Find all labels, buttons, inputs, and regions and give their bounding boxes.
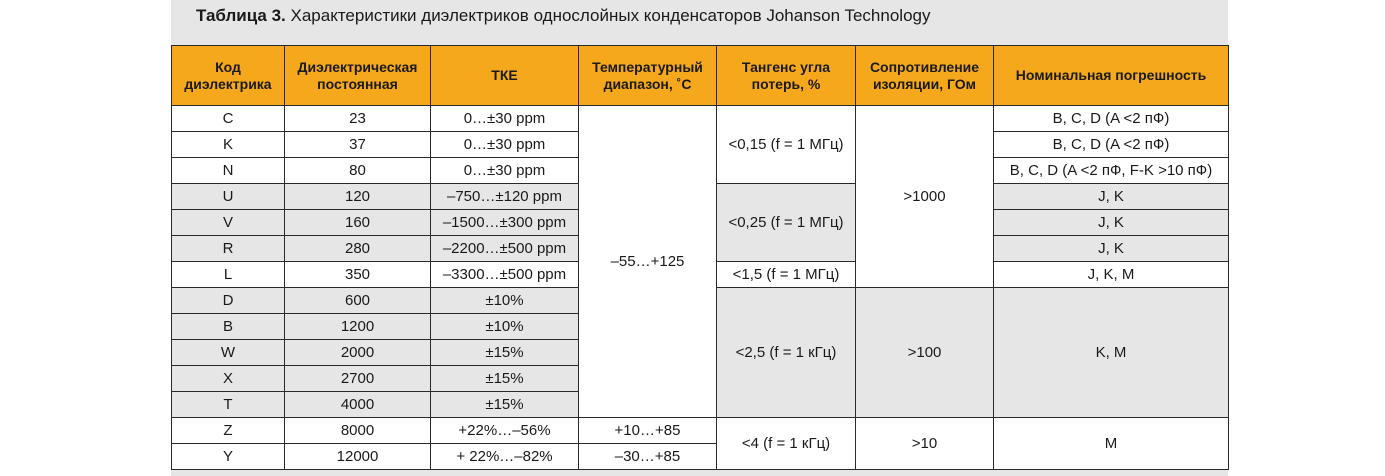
cell-code: V: [171, 209, 285, 236]
table-row: W 2000 ±15%: [171, 339, 1229, 366]
cell-code: L: [171, 261, 285, 288]
header-temp-range: Температурный диапазон, ˚С: [578, 45, 717, 106]
cell-code: U: [171, 183, 285, 210]
table-row: V 160 –1500…±300 ppm J, K: [171, 209, 1229, 236]
cell-tke: 0…±30 ppm: [430, 131, 579, 158]
header-insulation-resistance: Сопротивление изоляции, ГОм: [855, 45, 994, 106]
cell-tolerance: J, K: [993, 183, 1229, 210]
cell-constant: 2000: [284, 339, 431, 366]
table-row: D 600 ±10% <2,5 (f = 1 кГц) >100 K, M: [171, 287, 1229, 418]
cell-tolerance: K, M: [993, 287, 1229, 418]
table-row: U 120 –750…±120 ppm <0,25 (f = 1 МГц) J,…: [171, 183, 1229, 262]
cell-code: D: [171, 287, 285, 314]
cell-constant: 2700: [284, 365, 431, 392]
table-title-text: Характеристики диэлектриков однослойных …: [290, 6, 931, 25]
cell-constant: 80: [284, 157, 431, 184]
cell-temp-range-merged: –55…+125: [578, 105, 717, 418]
cell-code: B: [171, 313, 285, 340]
cell-loss-tangent: <2,5 (f = 1 кГц): [716, 287, 856, 418]
table-row: K 37 0…±30 ppm B, C, D (A <2 пФ): [171, 131, 1229, 158]
table-header-row: Код диэлектрика Диэлектрическая постоянн…: [171, 45, 1229, 106]
cell-insulation-resistance: >100: [855, 287, 994, 418]
table-row: Y 12000 + 22%…–82% –30…+85: [171, 443, 1229, 470]
cell-code: X: [171, 365, 285, 392]
cell-tolerance: J, K: [993, 209, 1229, 236]
cell-code: R: [171, 235, 285, 262]
table-row: C 23 0…±30 ppm –55…+125 <0,15 (f = 1 МГц…: [171, 105, 1229, 418]
cell-tke: ±10%: [430, 287, 579, 314]
table-row: R 280 –2200…±500 ppm J, K: [171, 235, 1229, 262]
cell-tke: + 22%…–82%: [430, 443, 579, 470]
cell-tolerance: B, C, D (A <2 пФ): [993, 131, 1229, 158]
header-constant: Диэлектрическая постоянная: [284, 45, 431, 106]
cell-loss-tangent: <4 (f = 1 кГц): [716, 417, 856, 470]
table-row: Z 8000 +22%…–56% +10…+85 <4 (f = 1 кГц) …: [171, 417, 1229, 470]
cell-loss-tangent: <0,15 (f = 1 МГц): [716, 105, 856, 184]
table-title-prefix: Таблица 3.: [196, 6, 286, 25]
cell-code: W: [171, 339, 285, 366]
cell-tolerance: J, K: [993, 235, 1229, 262]
cell-tolerance: J, K, M: [993, 261, 1229, 288]
cell-constant: 120: [284, 183, 431, 210]
header-loss-tangent: Тангенс угла потерь, %: [716, 45, 856, 106]
cell-code: T: [171, 391, 285, 418]
cell-tolerance: B, C, D (A <2 пФ): [993, 105, 1229, 132]
cell-code: Y: [171, 443, 285, 470]
cell-tolerance: M: [993, 417, 1229, 470]
cell-tke: –3300…±500 ppm: [430, 261, 579, 288]
cell-temp-range: +10…+85: [578, 417, 717, 444]
cell-constant: 12000: [284, 443, 431, 470]
cell-tke: ±15%: [430, 365, 579, 392]
cell-tke: 0…±30 ppm: [430, 157, 579, 184]
header-tke: ТКЕ: [430, 45, 579, 106]
cell-loss-tangent: <0,25 (f = 1 МГц): [716, 183, 856, 262]
cell-code: C: [171, 105, 285, 132]
cell-temp-range: –30…+85: [578, 443, 717, 470]
cell-tke: –2200…±500 ppm: [430, 235, 579, 262]
header-code: Код диэлектрика: [171, 45, 285, 106]
cell-constant: 600: [284, 287, 431, 314]
table-row: T 4000 ±15%: [171, 391, 1229, 418]
dielectric-table: Код диэлектрика Диэлектрическая постоянн…: [171, 45, 1229, 470]
cell-constant: 4000: [284, 391, 431, 418]
cell-constant: 23: [284, 105, 431, 132]
cell-tolerance: B, C, D (A <2 пФ, F-K >10 пФ): [993, 157, 1229, 184]
cell-constant: 37: [284, 131, 431, 158]
cell-tke: +22%…–56%: [430, 417, 579, 444]
header-tolerance: Номинальная погрешность: [993, 45, 1229, 106]
cell-constant: 8000: [284, 417, 431, 444]
table-row: B 1200 ±10%: [171, 313, 1229, 340]
cell-constant: 350: [284, 261, 431, 288]
cell-tke: ±10%: [430, 313, 579, 340]
table-row: N 80 0…±30 ppm B, C, D (A <2 пФ, F-K >10…: [171, 157, 1229, 184]
cell-tke: ±15%: [430, 391, 579, 418]
cell-constant: 1200: [284, 313, 431, 340]
cell-tke: 0…±30 ppm: [430, 105, 579, 132]
cell-insulation-resistance: >10: [855, 417, 994, 470]
cell-tke: ±15%: [430, 339, 579, 366]
cell-tke: –1500…±300 ppm: [430, 209, 579, 236]
cell-code: Z: [171, 417, 285, 444]
cell-constant: 160: [284, 209, 431, 236]
cell-code: N: [171, 157, 285, 184]
table-title: Таблица 3. Характеристики диэлектриков о…: [196, 3, 930, 29]
cell-loss-tangent: <1,5 (f = 1 МГц): [716, 261, 856, 288]
cell-code: K: [171, 131, 285, 158]
cell-constant: 280: [284, 235, 431, 262]
cell-insulation-resistance: >1000: [855, 105, 994, 288]
cell-tke: –750…±120 ppm: [430, 183, 579, 210]
